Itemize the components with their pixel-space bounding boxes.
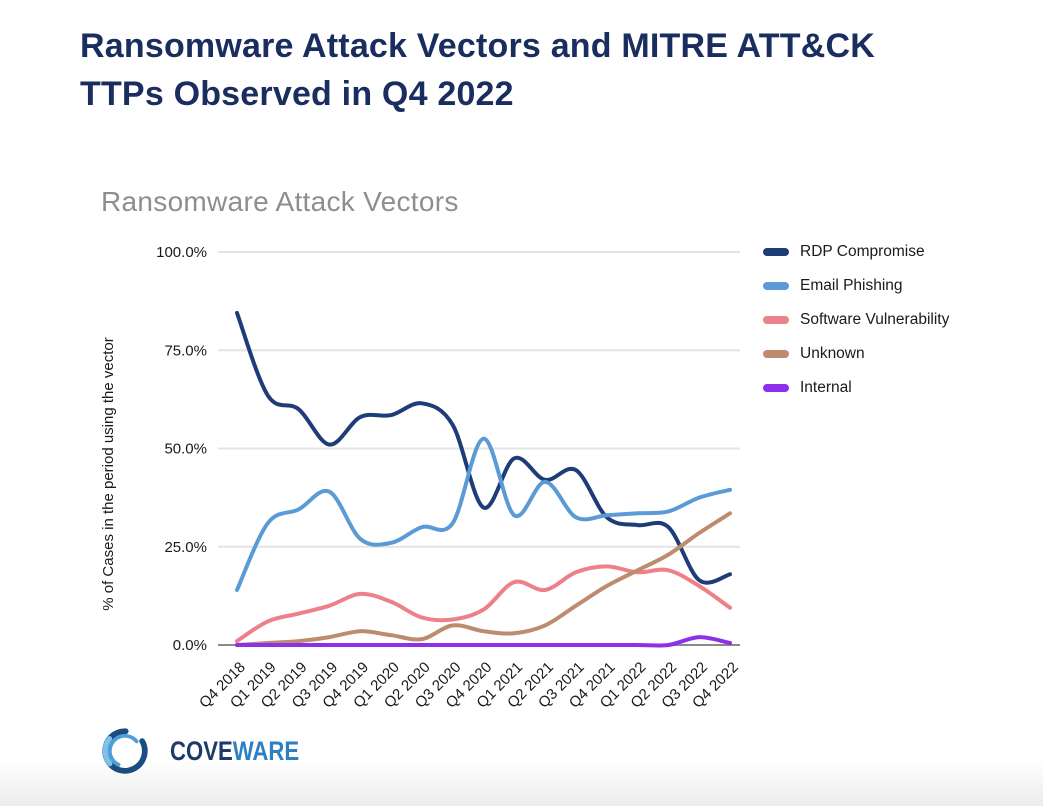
- chart-title: Ransomware Attack Vectors: [101, 186, 459, 217]
- logo-wordmark: COVEWARE: [170, 736, 299, 767]
- y-tick-label: 100.0%: [156, 244, 207, 261]
- logo-text-ware: WARE: [232, 735, 300, 766]
- page-title: Ransomware Attack Vectors and MITRE ATT&…: [80, 22, 980, 118]
- series-line-unknown: [235, 511, 732, 647]
- legend-item-software-vulnerability: Software Vulnerability: [763, 303, 949, 337]
- y-tick-label: 0.0%: [173, 637, 207, 654]
- legend-label: RDP Compromise: [800, 243, 925, 260]
- legend-swatch-internal: [763, 384, 789, 392]
- y-tick-label: 25.0%: [164, 539, 207, 556]
- legend-item-unknown: Unknown: [763, 337, 949, 371]
- page-title-line-2: TTPs Observed in Q4 2022: [80, 75, 514, 113]
- legend-label: Email Phishing: [800, 277, 903, 294]
- legend-item-rdp-compromise: RDP Compromise: [763, 235, 949, 269]
- legend-label: Software Vulnerability: [800, 311, 950, 328]
- legend-item-internal: Internal: [763, 371, 949, 405]
- chart-legend: RDP Compromise Email Phishing Software Vul…: [763, 235, 949, 405]
- series-line-rdp-compromise: [235, 310, 732, 585]
- legend-swatch-rdp-compromise: [763, 248, 789, 256]
- legend-label: Unknown: [800, 345, 865, 362]
- legend-label: Internal: [800, 379, 852, 396]
- logo-text-cove: COVE: [170, 735, 233, 766]
- coveware-swirl-icon: [102, 728, 148, 774]
- legend-swatch-unknown: [763, 350, 789, 358]
- series-line-internal: [235, 635, 732, 648]
- y-tick-label: 75.0%: [164, 342, 207, 359]
- page-title-line-1: Ransomware Attack Vectors and MITRE ATT&…: [80, 27, 875, 65]
- legend-item-email-phishing: Email Phishing: [763, 269, 949, 303]
- y-axis-title: % of Cases in the period using the vecto…: [100, 337, 117, 611]
- series-line-software-vulnerability: [235, 564, 732, 644]
- y-tick-label: 50.0%: [164, 441, 207, 458]
- series-line-email-phishing: [235, 436, 732, 592]
- legend-swatch-email-phishing: [763, 282, 789, 290]
- coveware-logo: COVEWARE: [100, 726, 328, 776]
- legend-swatch-software-vulnerability: [763, 316, 789, 324]
